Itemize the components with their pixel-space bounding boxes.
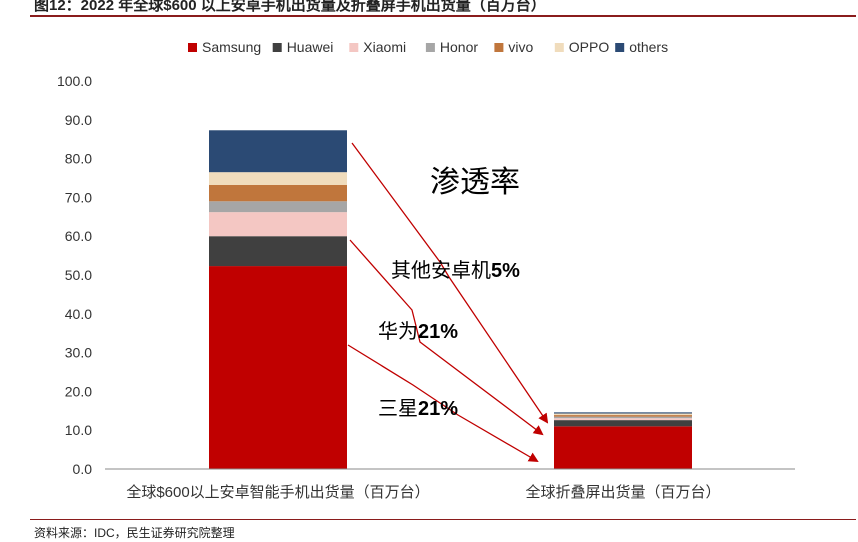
x-axis: 全球$600以上安卓智能手机出货量（百万台） 全球折叠屏出货量（百万台） [105,468,795,501]
source-note: 资料来源：IDC，民生证券研究院整理 [34,526,235,540]
y-tick-label: 0.0 [73,461,93,477]
bar-segment-samsung [554,426,692,469]
figure-title: 图12：2022 年全球$600 以上安卓手机出货量及折叠屏手机出货量（百万台） [34,0,546,14]
legend-swatch-vivo [494,43,504,52]
bar-segment-honor [209,201,347,213]
bar-segment-honor [554,416,692,419]
y-axis: 0.0 10.0 20.0 30.0 40.0 50.0 60.0 70.0 80.0 90.0 1… [57,73,92,477]
legend-label-honor: Honor [440,39,478,55]
x-category-label: 全球折叠屏出货量（百万台） [525,483,720,501]
arrow-others [351,142,549,424]
y-tick-label: 90.0 [65,112,92,128]
stacked-bar-chart: Samsung Huawei Xiaomi Honor vivo OPPO others 0… [57,39,795,501]
title-rule [30,15,856,17]
bar-segment-samsung [209,266,347,469]
y-tick-label: 10.0 [65,422,92,438]
y-tick-label: 60.0 [65,228,92,244]
y-tick-label: 40.0 [65,306,92,322]
legend-swatch-honor [425,43,435,52]
footer-rule [30,519,856,520]
arrow-huawei [349,239,544,436]
legend-swatch-xiaomi [349,43,359,52]
chart-legend: Samsung Huawei Xiaomi Honor vivo OPPO others [188,39,668,55]
bar-segment-vivo [554,415,692,417]
annotation-others: 其他安卓机5% [391,259,520,282]
bar-segment-oppo [554,413,692,416]
y-tick-label: 30.0 [65,345,92,361]
legend-swatch-others [615,43,625,52]
legend-label-others: others [629,39,668,55]
bar-segment-huawei [209,236,347,267]
bar-segment-vivo [209,184,347,202]
arrow-samsung [347,344,539,463]
bar-segment-others [209,130,347,173]
bar-segment-others [554,412,692,414]
legend-label-samsung: Samsung [202,39,261,55]
annotation-huawei: 华为21% [378,320,458,343]
legend-label-oppo: OPPO [569,39,610,55]
legend-swatch-huawei [272,43,282,52]
legend-swatch-samsung [188,43,197,52]
annotation-samsung: 三星21% [378,398,458,420]
bar-segment-huawei [554,420,692,427]
annotation-arrows [347,142,549,463]
legend-swatch-oppo [554,43,564,52]
bar-segment-xiaomi [209,212,347,237]
y-tick-label: 70.0 [65,189,92,205]
legend-label-xiaomi: Xiaomi [363,39,406,55]
annotation-heading: 渗透率 [430,166,520,199]
y-tick-label: 50.0 [65,267,92,283]
legend-label-vivo: vivo [508,39,533,55]
y-tick-label: 100.0 [57,73,92,89]
legend-label-huawei: Huawei [287,39,334,55]
y-tick-label: 20.0 [65,383,92,399]
bar-segment-oppo [209,172,347,185]
x-category-label: 全球$600以上安卓智能手机出货量（百万台） [126,483,429,501]
bar-segment-xiaomi [554,418,692,421]
bars-group [209,130,692,469]
y-tick-label: 80.0 [65,151,92,167]
